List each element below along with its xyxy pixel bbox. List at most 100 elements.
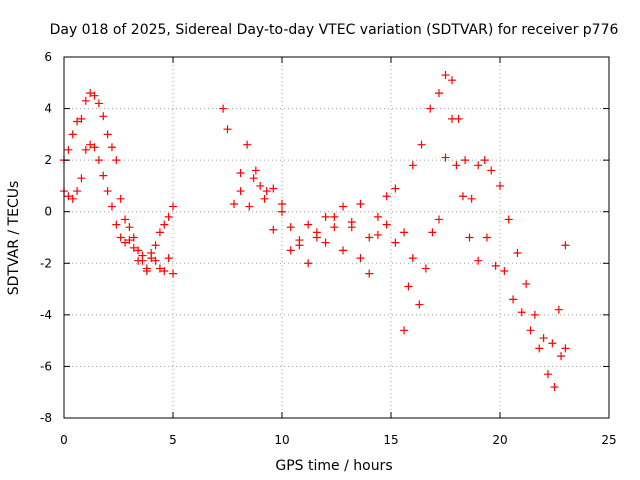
data-point — [465, 233, 474, 242]
y-tick-label: -4 — [40, 308, 52, 322]
data-point — [539, 334, 548, 343]
data-point — [77, 114, 86, 123]
data-point — [530, 310, 539, 319]
data-point — [441, 71, 450, 80]
data-point — [68, 130, 77, 139]
data-point — [321, 238, 330, 247]
data-point — [81, 96, 90, 105]
data-point — [103, 130, 112, 139]
data-point — [142, 267, 151, 276]
data-point — [557, 352, 566, 361]
data-point — [134, 246, 143, 255]
data-point — [391, 184, 400, 193]
data-point — [415, 300, 424, 309]
data-point — [382, 220, 391, 229]
data-point — [382, 192, 391, 201]
data-point — [482, 233, 491, 242]
data-point — [543, 370, 552, 379]
data-point — [160, 220, 169, 229]
data-point — [400, 326, 409, 335]
data-point — [243, 140, 252, 149]
data-point — [107, 143, 116, 152]
data-point — [400, 228, 409, 237]
data-point — [151, 241, 160, 250]
data-point — [356, 199, 365, 208]
data-point — [116, 233, 125, 242]
y-tick-label: -2 — [40, 256, 52, 270]
x-axis-title: GPS time / hours — [275, 458, 392, 474]
data-point — [417, 140, 426, 149]
data-point — [155, 228, 164, 237]
data-point — [321, 212, 330, 221]
data-point — [73, 117, 82, 126]
data-point — [121, 215, 130, 224]
x-tick-label: 25 — [601, 433, 616, 447]
data-point — [304, 259, 313, 268]
data-point — [339, 246, 348, 255]
data-point — [103, 187, 112, 196]
data-point — [434, 215, 443, 224]
data-point — [504, 215, 513, 224]
data-point — [286, 246, 295, 255]
data-point — [421, 264, 430, 273]
data-point — [517, 308, 526, 317]
data-point — [269, 225, 278, 234]
data-point — [304, 220, 313, 229]
data-point — [391, 238, 400, 247]
data-point — [68, 194, 77, 203]
data-point — [312, 228, 321, 237]
data-point — [169, 202, 177, 211]
data-point — [147, 248, 156, 257]
plot-frame — [63, 56, 610, 419]
data-point — [134, 256, 143, 265]
data-point — [99, 112, 108, 121]
data-point — [452, 161, 461, 170]
data-point — [99, 171, 108, 180]
data-point — [278, 199, 286, 208]
data-point — [236, 187, 245, 196]
x-tick-label: 20 — [492, 433, 507, 447]
data-point — [487, 166, 496, 175]
y-axis-title: SDTVAR / TECUs — [6, 181, 22, 296]
data-point — [356, 254, 365, 263]
data-point — [441, 153, 450, 162]
data-point — [365, 269, 374, 278]
data-point — [269, 184, 278, 193]
data-point — [561, 241, 570, 250]
data-point — [561, 344, 570, 353]
data-point — [81, 145, 90, 154]
data-point — [286, 223, 295, 232]
data-point — [86, 140, 95, 149]
data-point — [112, 220, 121, 229]
data-point — [64, 192, 73, 201]
data-point — [461, 156, 470, 165]
x-tick-label: 5 — [169, 433, 177, 447]
data-point — [428, 228, 437, 237]
data-point — [107, 202, 116, 211]
data-point — [112, 156, 121, 165]
data-point — [256, 181, 265, 190]
series-3 — [219, 71, 570, 348]
y-tick-label: -6 — [40, 359, 52, 373]
data-point — [164, 212, 173, 221]
y-tick-label: 6 — [44, 50, 52, 64]
data-point — [94, 99, 103, 108]
series-1 — [60, 89, 177, 273]
data-point — [373, 230, 382, 239]
x-tick-label: 15 — [383, 433, 398, 447]
data-point — [509, 295, 518, 304]
data-point — [480, 156, 489, 165]
y-tick-label: 4 — [44, 102, 52, 116]
data-point — [73, 187, 82, 196]
data-point — [129, 233, 138, 242]
data-point — [373, 212, 382, 221]
data-point — [513, 248, 522, 257]
data-point — [64, 145, 73, 154]
y-tick-label: 2 — [44, 153, 52, 167]
data-point — [330, 223, 339, 232]
data-point — [526, 326, 535, 335]
data-point — [330, 212, 339, 221]
data-point — [249, 174, 258, 183]
grid-lines — [64, 57, 609, 418]
series-4 — [236, 114, 570, 392]
